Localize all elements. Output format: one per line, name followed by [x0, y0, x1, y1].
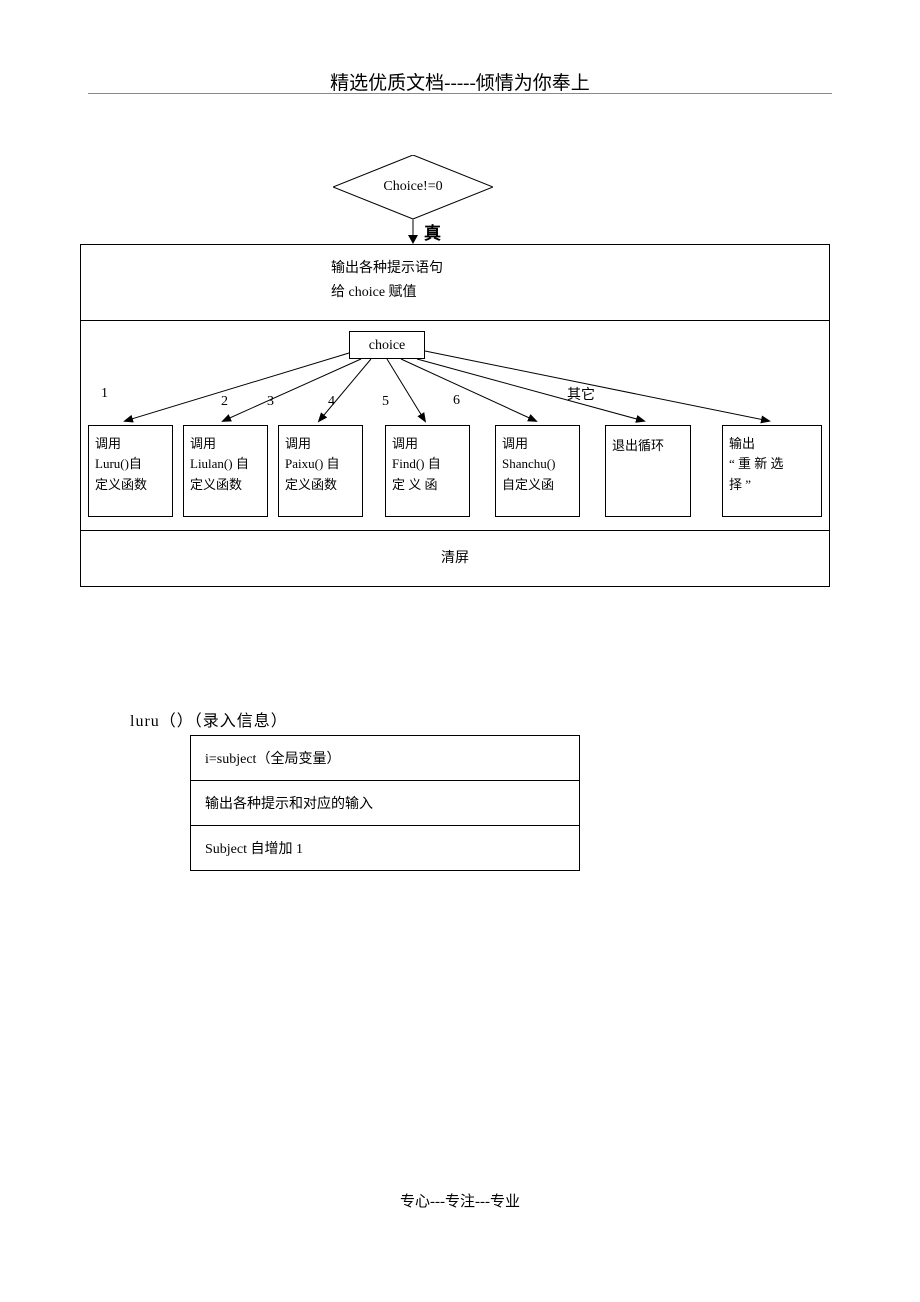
- luru-row-1: i=subject（全局变量）: [191, 736, 579, 781]
- clear-row: 清屏: [81, 531, 829, 587]
- case-box-4: 调用Find() 自定 义 函: [385, 425, 470, 517]
- true-label: 真: [424, 219, 441, 244]
- case-box-2: 调用Liulan() 自定义函数: [183, 425, 268, 517]
- branch-label-6: 6: [453, 393, 460, 409]
- choice-box: choice: [349, 331, 425, 359]
- page-footer: 专心---专注---专业: [0, 1190, 920, 1211]
- page-header: 精选优质文档-----倾情为你奉上: [0, 68, 920, 95]
- case-box-5: 调用Shanchu()自定义函: [495, 425, 580, 517]
- prompt-line-2: 给 choice 赋值: [331, 281, 811, 305]
- case-box-6: 退出循环: [605, 425, 691, 517]
- luru-table: i=subject（全局变量） 输出各种提示和对应的输入 Subject 自增加…: [190, 735, 580, 871]
- luru-title: luru（）（录入信息）: [130, 707, 288, 731]
- decision-diamond: Choice!=0: [333, 155, 493, 219]
- luru-row-2: 输出各种提示和对应的输入: [191, 781, 579, 826]
- main-flow-box: 输出各种提示语句 给 choice 赋值 choice 1 2 3 4 5 6 …: [80, 244, 830, 587]
- arrow-diamond-down: [405, 219, 425, 245]
- case-box-3: 调用Paixu() 自定义函数: [278, 425, 363, 517]
- header-rule: [88, 93, 832, 94]
- branch-label-2: 2: [221, 394, 228, 410]
- branch-label-4: 4: [328, 394, 335, 410]
- branch-label-1: 1: [101, 386, 108, 402]
- switch-section: choice 1 2 3 4 5 6 其它 调用Luru()自定义函数 调用Li…: [81, 321, 829, 531]
- branch-label-5: 5: [382, 394, 389, 410]
- case-box-1: 调用Luru()自定义函数: [88, 425, 173, 517]
- branch-label-3: 3: [267, 394, 274, 410]
- branch-label-other: 其它: [567, 384, 595, 404]
- switch-arrows: [81, 321, 831, 425]
- prompt-line-1: 输出各种提示语句: [331, 257, 811, 281]
- prompt-row: 输出各种提示语句 给 choice 赋值: [81, 245, 829, 321]
- case-box-7: 输出“ 重 新 选择 ”: [722, 425, 822, 517]
- diamond-label: Choice!=0: [333, 155, 493, 219]
- luru-row-3: Subject 自增加 1: [191, 826, 579, 870]
